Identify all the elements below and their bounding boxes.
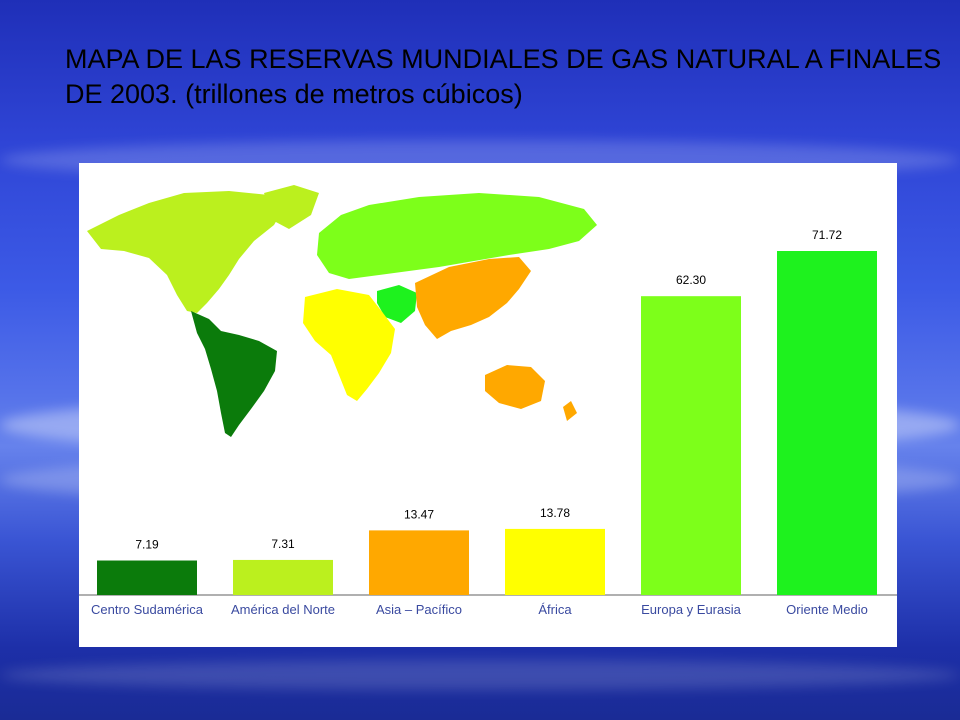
bar-3 [505, 528, 605, 595]
map-region-new-zealand [563, 401, 577, 421]
bar-0 [97, 560, 197, 595]
reserves-chart: 7.19 Centro Sudamérica 7.31 América del Nor… [79, 185, 897, 617]
map-region-asia-pacifico [415, 257, 531, 339]
bars-group: 7.19 Centro Sudamérica 7.31 América del Nor… [91, 228, 877, 617]
background-streak [0, 660, 960, 690]
world-map [87, 185, 597, 437]
category-label: América del Norte [231, 602, 335, 617]
bar-5 [777, 251, 877, 595]
map-region-america-norte [87, 191, 284, 313]
chart-panel: 7.19 Centro Sudamérica 7.31 América del Nor… [79, 163, 897, 647]
map-region-europa-eurasia [317, 193, 597, 279]
category-label: África [538, 602, 572, 617]
map-region-oriente-medio [377, 285, 417, 323]
bar-value-label: 71.72 [812, 228, 842, 242]
bar-4 [641, 296, 741, 595]
bar-1 [233, 559, 333, 595]
bar-2 [369, 530, 469, 595]
slide-title: MAPA DE LAS RESERVAS MUNDIALES DE GAS NA… [65, 44, 942, 109]
map-region-centro-sudamerica [191, 311, 277, 437]
category-label: Asia – Pacífico [376, 602, 462, 617]
bar-value-label: 13.78 [540, 506, 570, 520]
map-region-greenland [264, 185, 319, 229]
category-label: Centro Sudamérica [91, 602, 204, 617]
map-region-africa [303, 289, 395, 401]
map-region-oceania [485, 365, 545, 409]
bar-value-label: 7.31 [271, 537, 295, 551]
bar-value-label: 62.30 [676, 273, 706, 287]
bar-value-label: 13.47 [404, 507, 434, 521]
category-label: Oriente Medio [786, 602, 868, 617]
bar-value-label: 7.19 [135, 538, 159, 552]
category-label: Europa y Eurasia [641, 602, 741, 617]
